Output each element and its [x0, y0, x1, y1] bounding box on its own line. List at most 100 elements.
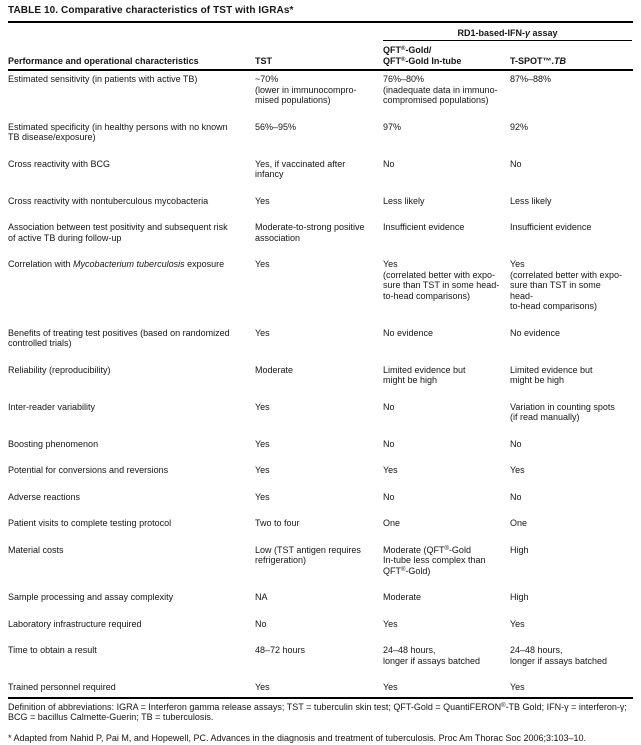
cell-tspot: No: [510, 158, 522, 169]
row-label: Potential for conversions and reversions: [8, 465, 169, 475]
cell-qft: No evidence: [383, 327, 434, 338]
row-label: Benefits of treating test positives (bas…: [8, 327, 230, 349]
cell-tspot: High: [510, 592, 529, 602]
cell-tst: Yes: [255, 438, 270, 449]
cell-tspot: No evidence: [510, 327, 561, 338]
cell-tst: ~70% (lower in immunocompro- mised popul…: [255, 74, 357, 105]
cell-tst: Yes: [255, 491, 270, 502]
cell-qft: Yes: [383, 618, 398, 629]
table-row: Boosting phenomenon Yes No No: [8, 436, 633, 463]
adapted-from-footnote: * Adapted from Nahid P, Pai M, and Hopew…: [8, 732, 587, 743]
cell-tst: Moderate: [255, 364, 294, 375]
table-header: RD1-based-IFN-γ assay Performance and op…: [8, 23, 633, 71]
title-rule: [8, 21, 633, 23]
table-row: Benefits of treating test positives (bas…: [8, 325, 633, 362]
cell-qft: Less likely: [383, 195, 425, 206]
cell-qft: 24–48 hours, longer if assays batched: [383, 645, 481, 666]
cell-qft: 76%–80% (inadequate data in immuno- comp…: [383, 74, 498, 105]
row-label: Cross reactivity with nontuberculous myc…: [8, 195, 209, 206]
cell-qft: Moderate: [383, 592, 422, 602]
table-row: Patient visits to complete testing proto…: [8, 515, 633, 542]
table-row: Time to obtain a result 48–72 hours 24–48 …: [8, 642, 633, 679]
cell-qft: No: [383, 158, 395, 169]
cell-tspot: Yes: [510, 682, 525, 692]
row-label: Estimated specificity (in healthy person…: [8, 121, 228, 143]
cell-tspot: Yes: [510, 465, 525, 475]
row-label: Material costs: [8, 544, 64, 555]
cell-tspot: Less likely: [510, 195, 552, 206]
table-title: TABLE 10. Comparative characteristics of…: [8, 5, 294, 16]
table-row: Inter-reader variability Yes No Variation i…: [8, 399, 633, 436]
cell-tst: 48–72 hours: [255, 645, 306, 655]
cell-qft: Yes: [383, 465, 398, 475]
column-header-characteristics: Performance and operational characterist…: [8, 55, 199, 66]
row-label: Adverse reactions: [8, 491, 81, 502]
cell-tspot: 87%–88%: [510, 74, 552, 84]
row-label: Estimated sensitivity (in patients with …: [8, 74, 198, 84]
table-row: Association between test positivity and …: [8, 219, 633, 256]
cell-tst: Yes: [255, 195, 270, 206]
cell-tst: NA: [255, 592, 268, 602]
table-row: Correlation with Mycobacterium tuberculo…: [8, 256, 633, 325]
spanning-header-row: RD1-based-IFN-γ assay: [8, 23, 633, 41]
cell-tspot: High: [510, 544, 529, 555]
cell-qft: 97%: [383, 121, 402, 132]
cell-tspot: No: [510, 491, 522, 502]
column-header-row: Performance and operational characterist…: [8, 41, 633, 69]
cell-tspot: Yes: [510, 618, 525, 629]
row-label: Reliability (reproducibility): [8, 364, 111, 375]
cell-tst: Two to four: [255, 518, 300, 528]
row-label: Boosting phenomenon: [8, 438, 99, 449]
cell-tspot: No: [510, 438, 522, 449]
table-row: Cross reactivity with BCG Yes, if vaccina…: [8, 156, 633, 193]
cell-tst: Yes: [255, 401, 270, 412]
cell-qft: Yes: [383, 682, 398, 692]
row-label: Time to obtain a result: [8, 645, 97, 655]
cell-tspot: One: [510, 518, 528, 528]
rd1-assay-spanning-header: RD1-based-IFN-γ assay: [383, 23, 632, 41]
cell-tspot: Yes (correlated better with expo- sure t…: [510, 259, 623, 311]
bottom-rule: [8, 696, 633, 699]
column-header-tst: TST: [255, 55, 272, 66]
row-label: Patient visits to complete testing proto…: [8, 518, 172, 528]
row-label: Correlation with Mycobacterium tuberculo…: [8, 259, 225, 269]
cell-tst: No: [255, 618, 267, 629]
table-row: Adverse reactions Yes No No: [8, 489, 633, 516]
cell-qft: Insufficient evidence: [383, 222, 465, 232]
cell-qft: Limited evidence but might be high: [383, 364, 466, 386]
cell-tspot: Limited evidence but might be high: [510, 364, 593, 386]
table-row: Reliability (reproducibility) Moderate Lim…: [8, 362, 633, 399]
table-body: Estimated sensitivity (in patients with …: [8, 71, 633, 697]
table-row: Laboratory infrastructure required No Yes Y…: [8, 616, 633, 643]
cell-tst: Yes: [255, 682, 270, 692]
row-label: Association between test positivity and …: [8, 222, 228, 243]
column-header-qft: QFT®-Gold/ QFT®-Gold In-tube: [383, 45, 462, 66]
definitions-footnote: Definition of abbreviations: IGRA = Inte…: [8, 701, 627, 723]
column-header-tspot: T-SPOT™.TB: [510, 55, 567, 66]
cell-tst: Moderate-to-strong positive association: [255, 222, 365, 243]
cell-tspot: Insufficient evidence: [510, 222, 592, 232]
row-label: Laboratory infrastructure required: [8, 618, 142, 629]
cell-tst: Yes, if vaccinated after infancy: [255, 158, 346, 180]
table-row: Material costs Low (TST antigen requires …: [8, 542, 633, 590]
table-row: Potential for conversions and reversions…: [8, 462, 633, 489]
row-label: Inter-reader variability: [8, 401, 96, 412]
cell-qft: Moderate (QFT®-Gold In-tube less complex…: [383, 544, 486, 576]
cell-tst: Yes: [255, 327, 270, 338]
gamma-symbol: γ: [524, 28, 530, 38]
cell-tst: Yes: [255, 465, 270, 475]
cell-qft: No: [383, 438, 395, 449]
cell-tst: Low (TST antigen requires refrigeration): [255, 544, 361, 566]
cell-tst: Yes: [255, 259, 270, 269]
cell-tst: 56%–95%: [255, 121, 297, 132]
cell-qft: Yes (correlated better with expo- sure t…: [383, 259, 500, 301]
table-row: Trained personnel required Yes Yes Yes: [8, 679, 633, 697]
cell-tspot: 92%: [510, 121, 529, 132]
cell-tspot: Variation in counting spots (if read man…: [510, 401, 615, 423]
table-row: Estimated sensitivity (in patients with …: [8, 71, 633, 119]
cell-qft: One: [383, 518, 401, 528]
cell-qft: No: [383, 491, 395, 502]
cell-qft: No: [383, 401, 395, 412]
row-label: Trained personnel required: [8, 682, 116, 692]
